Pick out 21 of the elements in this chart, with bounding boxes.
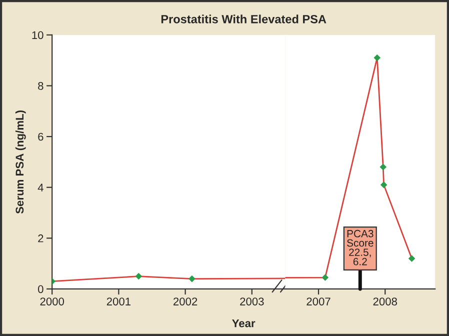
y-tick-label: 6 — [38, 132, 44, 141]
point — [322, 274, 329, 281]
x-tick-label: 2007 — [306, 298, 330, 306]
x-tick-label: 2000 — [40, 298, 64, 306]
annotation: PCA3 Score 22.5, 6.2 — [347, 230, 374, 266]
x-axis-title: Year — [232, 319, 256, 328]
y-axis-title: Serum PSA (ng/mL) — [15, 110, 26, 214]
point — [380, 181, 388, 188]
point — [380, 164, 387, 170]
y-tick-label: 2 — [38, 234, 44, 242]
x-tick-label: 2001 — [106, 298, 131, 306]
y-tick-label: 8 — [38, 82, 44, 90]
y-tick-label: 10 — [32, 31, 44, 40]
y-tick-label: 0 — [38, 285, 44, 294]
x-tick-label: 2008 — [373, 298, 397, 306]
x-tick-label: 2002 — [174, 298, 198, 306]
x-tick-label: 2003 — [240, 298, 264, 306]
y-tick-label: 4 — [38, 184, 44, 192]
point — [408, 255, 416, 262]
chart-title: Prostatitis With Elevated PSA — [161, 14, 326, 24]
point — [374, 54, 381, 62]
